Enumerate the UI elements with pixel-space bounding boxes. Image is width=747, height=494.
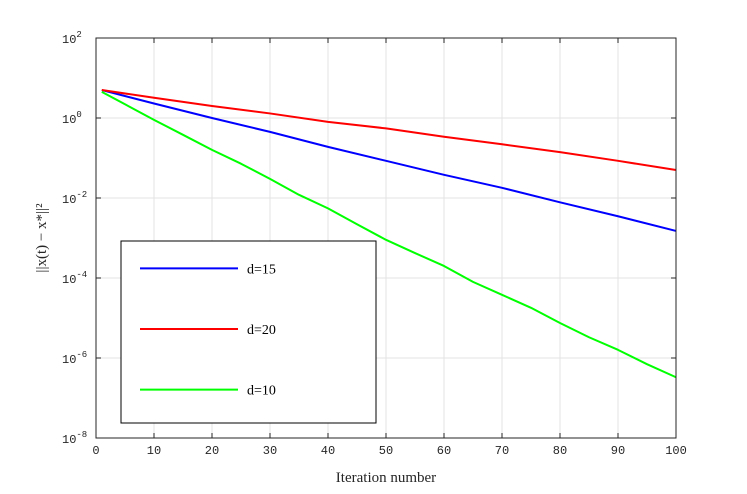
y-tick-label: 10-8	[62, 430, 87, 447]
series-line-d=15	[101, 89, 677, 232]
y-tick-label: 10-4	[62, 270, 87, 287]
legend-entry: d=20	[247, 323, 276, 338]
x-tick-labels: 0 10 20 30 40 50 60 70 80 90 100	[92, 444, 686, 458]
x-tick-label: 100	[665, 444, 687, 458]
legend-box	[120, 240, 377, 424]
legend: d=15 d=20 d=10	[120, 240, 377, 424]
x-tick-label: 60	[437, 444, 451, 458]
y-tick-label: 100	[62, 110, 82, 127]
x-tick-label: 50	[379, 444, 393, 458]
series-lines	[101, 89, 677, 379]
y-tick-labels: 102 100 10-2 10-4 10-6 10-8	[62, 30, 87, 447]
series-line-d=20	[101, 89, 677, 172]
legend-entry: d=15	[247, 262, 276, 277]
y-tick-label: 10-2	[62, 190, 87, 207]
x-tick-label: 20	[205, 444, 219, 458]
y-axis-label: ||x(t) − x*||²	[34, 203, 50, 273]
x-tick-label: 10	[147, 444, 161, 458]
x-tick-label: 0	[92, 444, 99, 458]
y-tick-label: 102	[62, 30, 82, 47]
x-tick-label: 80	[553, 444, 567, 458]
x-axis-label: Iteration number	[336, 470, 436, 486]
axes-frame	[95, 37, 677, 439]
x-tick-label: 30	[263, 444, 277, 458]
series-line-d=10	[101, 90, 677, 379]
x-tick-label: 40	[321, 444, 335, 458]
y-tick-label: 10-6	[62, 350, 87, 367]
x-tick-label: 90	[611, 444, 625, 458]
legend-entry: d=10	[247, 384, 276, 399]
x-tick-label: 70	[495, 444, 509, 458]
